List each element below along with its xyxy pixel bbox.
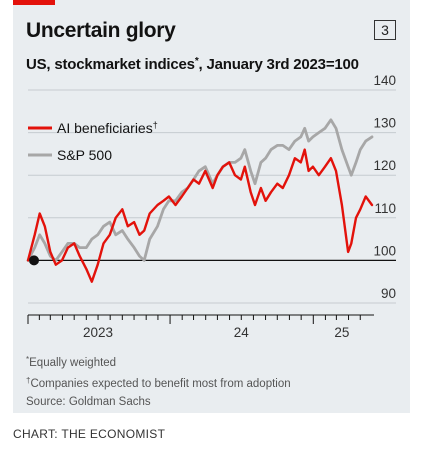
source-note: Source: Goldman Sachs <box>26 396 151 408</box>
grid-lines <box>28 89 396 304</box>
y-tick-label: 110 <box>374 201 396 216</box>
x-tick-label: 25 <box>334 325 349 340</box>
y-tick-label: 100 <box>373 243 396 258</box>
x-tick-label: 2023 <box>83 325 113 340</box>
y-tick-label: 130 <box>373 116 396 131</box>
y-tick-label: 90 <box>381 286 396 301</box>
series-lines <box>26 118 374 283</box>
y-tick-label: 140 <box>373 73 396 88</box>
subtitle-footnote-mark: * <box>194 56 199 67</box>
start-point-marker <box>29 255 39 266</box>
footnote-mark-2: † <box>26 376 31 385</box>
chart-subtitle: US, stockmarket indices*, January 3rd 20… <box>26 56 359 73</box>
footnote-text-1: Equally weighted <box>29 357 117 369</box>
axis-labels: 140 130 120 110 100 90 2023 24 25 <box>83 73 396 340</box>
y-tick-label: 120 <box>373 158 396 173</box>
x-axis <box>27 314 374 324</box>
footnote-ai-companies: †Companies expected to benefit most from… <box>26 372 291 393</box>
series-line-sp500 <box>26 118 374 262</box>
chart-credit: CHART: THE ECONOMIST <box>13 427 166 441</box>
legend-sp500-label: S&P 500 <box>57 147 112 163</box>
chart-number-badge: 3 <box>374 20 396 40</box>
chart-panel <box>13 0 410 413</box>
legend: AI beneficiaries† S&P 500 <box>28 120 158 163</box>
brand-accent-bar <box>13 0 55 5</box>
chart-title: Uncertain glory <box>26 19 176 42</box>
subtitle-text: US, stockmarket indices <box>26 56 195 73</box>
subtitle-tail: , January 3rd 2023=100 <box>198 56 360 73</box>
footnote-equally-weighted: *Equally weighted <box>26 351 291 372</box>
legend-ai-beneficiaries-footnote-mark: † <box>153 120 158 130</box>
x-tick-label: 24 <box>234 325 250 340</box>
footnote-mark-1: * <box>26 355 30 364</box>
footnote-text-2: Companies expected to benefit most from … <box>30 378 291 390</box>
footnotes: *Equally weighted †Companies expected to… <box>26 351 291 411</box>
series-line-ai-beneficiaries <box>26 148 374 283</box>
legend-ai-beneficiaries-label: AI beneficiaries† <box>57 120 158 136</box>
